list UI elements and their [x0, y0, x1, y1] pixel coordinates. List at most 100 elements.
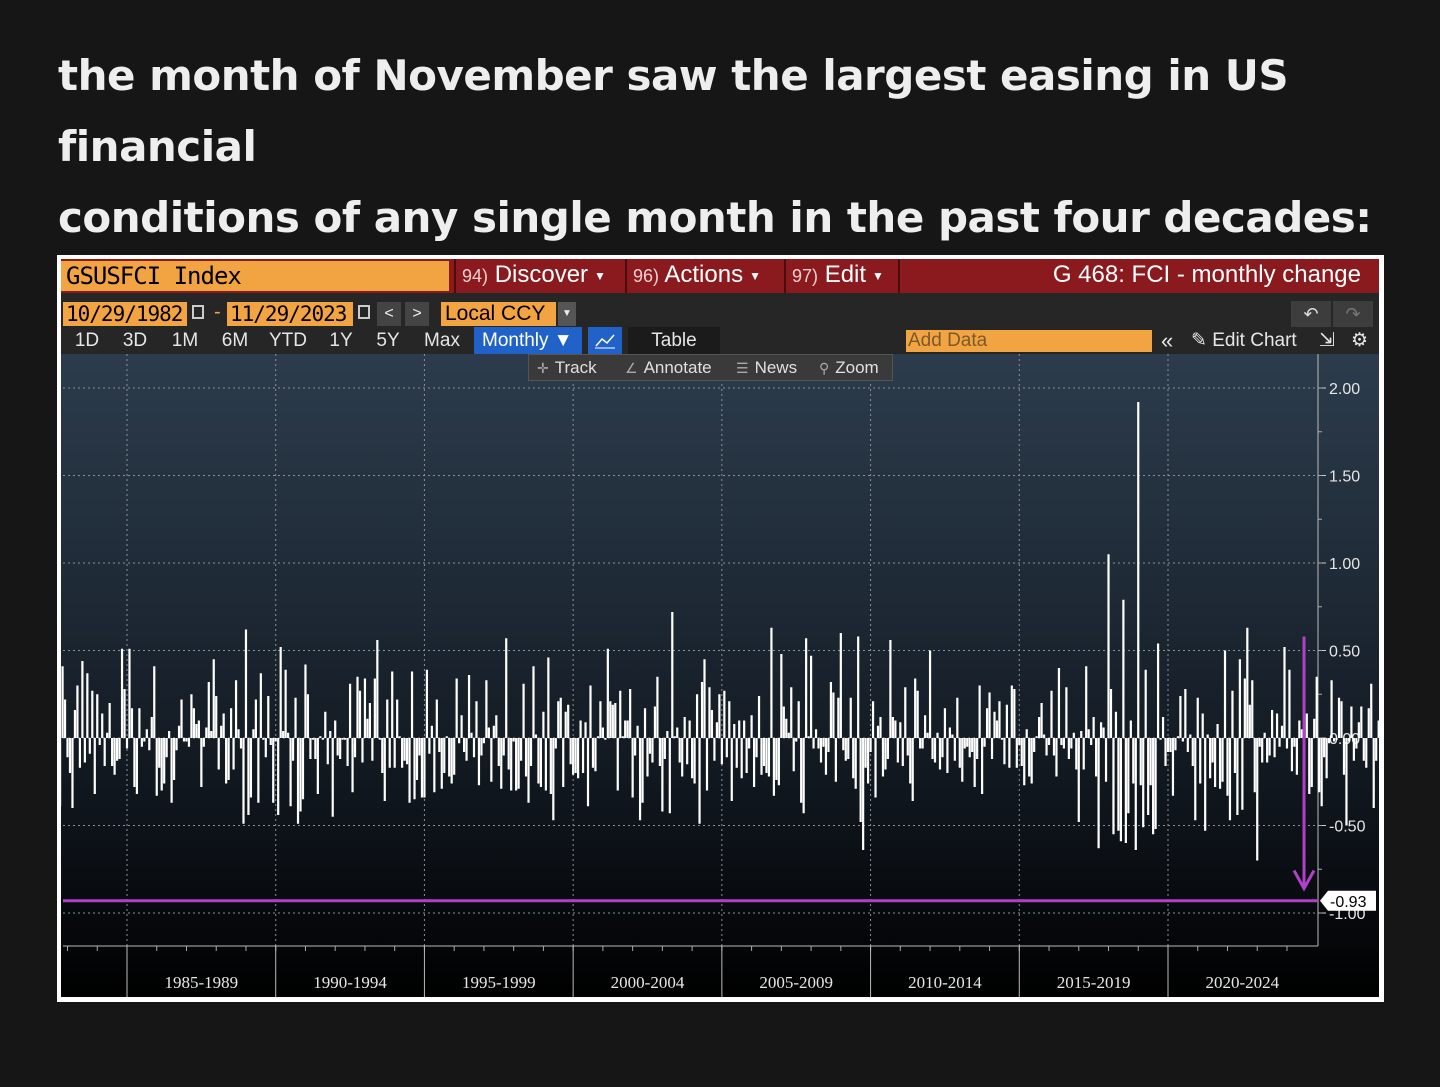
caret-down-icon: ▼	[872, 268, 884, 283]
ticker-field[interactable]: GSUSFCI Index	[61, 261, 449, 291]
calendar-icon[interactable]	[192, 305, 204, 319]
bar	[643, 708, 647, 738]
bar	[177, 725, 181, 738]
frequency-dropdown[interactable]: Monthly ▼	[474, 327, 582, 354]
next-period-button[interactable]: >	[405, 302, 429, 326]
news-label: News	[754, 358, 798, 377]
bar	[1050, 690, 1053, 738]
bar	[234, 680, 238, 738]
bar	[951, 734, 954, 738]
bar	[971, 738, 974, 752]
bar	[1330, 680, 1333, 738]
menu-discover[interactable]: 94) Discover ▼	[454, 259, 624, 293]
bar	[1332, 738, 1336, 742]
bar	[651, 738, 654, 763]
bar	[1164, 738, 1167, 766]
bar	[262, 738, 265, 740]
bar	[1176, 736, 1180, 738]
period-1m[interactable]: 1M	[171, 330, 199, 351]
bar	[363, 678, 367, 738]
prev-period-button[interactable]: <	[377, 302, 401, 326]
bar	[790, 687, 793, 738]
bar	[532, 666, 535, 738]
bar	[1285, 738, 1289, 749]
bar	[1196, 697, 1199, 738]
bar	[111, 738, 114, 766]
bar	[1266, 738, 1269, 763]
bar	[128, 648, 131, 738]
bar	[978, 685, 981, 738]
menu-actions[interactable]: 96) Actions ▼	[625, 259, 783, 293]
bar	[1323, 738, 1326, 758]
bar	[1347, 738, 1351, 742]
period-1y[interactable]: 1Y	[329, 330, 353, 351]
zoom-tool[interactable]: ⚲ Zoom	[819, 355, 879, 380]
bar	[1201, 713, 1204, 738]
bar	[839, 633, 842, 738]
bar	[1124, 738, 1127, 843]
undo-icon: ↶	[1303, 304, 1319, 324]
annotate-tool[interactable]: ∠ Annotate	[625, 355, 712, 380]
bar	[1139, 738, 1142, 786]
currency-select[interactable]: Local CCY	[441, 302, 556, 326]
chevron-down-icon[interactable]: ▼	[558, 302, 576, 326]
start-date-field[interactable]: 10/29/1982	[63, 302, 187, 326]
bar	[1015, 738, 1018, 768]
undo-button[interactable]: ↶	[1291, 301, 1331, 327]
bar	[864, 738, 867, 768]
bar	[1253, 738, 1256, 793]
bar	[1268, 738, 1271, 756]
menu-edit[interactable]: 97) Edit ▼	[784, 259, 900, 293]
bar	[415, 738, 419, 780]
annotate-icon: ∠	[625, 360, 638, 376]
bar	[718, 694, 721, 738]
news-tool[interactable]: ☰ News	[736, 355, 797, 380]
period-1d[interactable]: 1D	[74, 330, 100, 351]
bar	[777, 738, 780, 786]
bar	[901, 738, 904, 766]
bar	[529, 738, 533, 766]
expand-icon[interactable]: ⇲	[1319, 330, 1335, 351]
bar	[168, 731, 171, 738]
track-tool[interactable]: ✛ Track	[537, 355, 597, 380]
bar	[160, 738, 163, 791]
bar	[636, 725, 639, 738]
end-date-field[interactable]: 11/29/2023	[227, 302, 353, 326]
period-ytd[interactable]: YTD	[269, 330, 307, 351]
bar	[782, 706, 785, 738]
edit-chart-button[interactable]: ✎ Edit Chart	[1191, 327, 1297, 354]
bar	[381, 738, 384, 773]
calendar-icon[interactable]	[358, 305, 370, 319]
collapse-button[interactable]: «	[1161, 328, 1174, 353]
bar	[356, 676, 359, 738]
bar	[1107, 554, 1110, 738]
bar	[785, 718, 788, 738]
period-6m[interactable]: 6M	[221, 330, 249, 351]
bar	[914, 678, 917, 738]
bar	[1085, 666, 1088, 738]
bar	[1209, 738, 1212, 779]
bar	[1308, 738, 1311, 794]
bar	[1191, 738, 1194, 766]
bar	[906, 738, 909, 756]
line-chart-button[interactable]	[588, 327, 622, 354]
bar	[1372, 738, 1375, 808]
bar	[1318, 738, 1321, 793]
add-data-input[interactable]: Add Data	[906, 330, 1152, 352]
period-3d[interactable]: 3D	[122, 330, 148, 351]
bar	[247, 738, 250, 815]
bar	[153, 666, 156, 738]
bar	[686, 738, 689, 765]
redo-button[interactable]: ↷	[1333, 301, 1373, 327]
edit-chart-label: Edit Chart	[1212, 330, 1297, 351]
gear-icon[interactable]: ⚙	[1351, 330, 1369, 351]
period-max[interactable]: Max	[424, 330, 460, 351]
bar	[857, 636, 860, 738]
bar	[455, 678, 458, 738]
table-button[interactable]: Table	[628, 327, 720, 354]
bar	[448, 738, 451, 777]
bar	[232, 738, 235, 770]
bar	[321, 738, 324, 740]
bar	[1345, 738, 1348, 826]
period-5y[interactable]: 5Y	[376, 330, 400, 351]
